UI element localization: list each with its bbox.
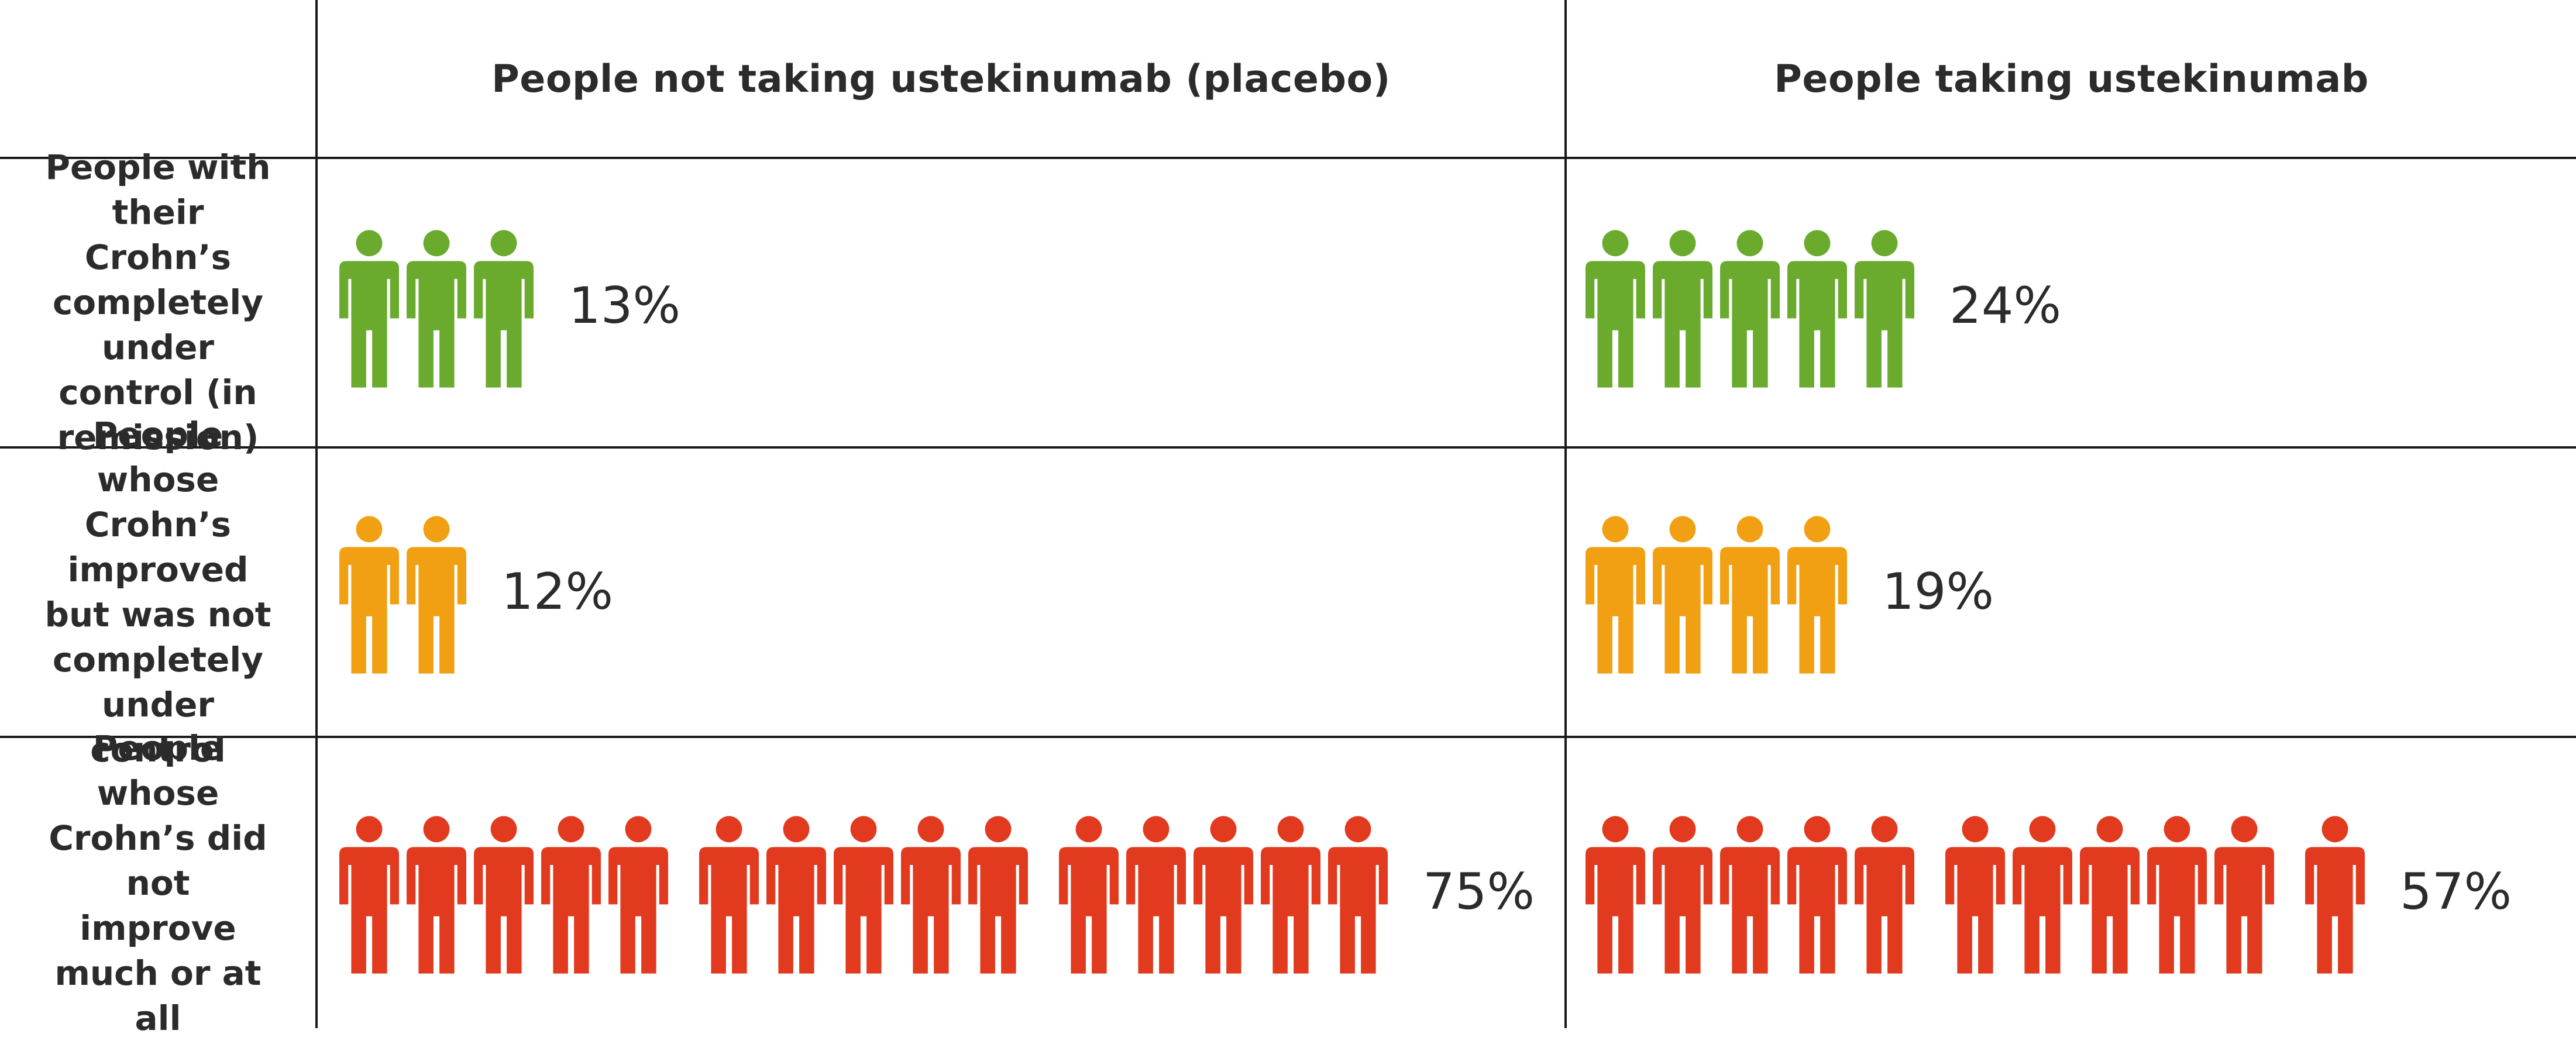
- person-icon: [339, 816, 399, 974]
- person-icon: [968, 816, 1028, 974]
- person-icon: [1586, 516, 1645, 674]
- person-icon: [407, 516, 466, 674]
- header-divider: [0, 157, 2576, 159]
- person-icon: [766, 816, 826, 974]
- column-header-ustekinumab: People taking ustekinumab: [1774, 57, 2369, 101]
- percent-label: 13%: [569, 277, 681, 335]
- person-icon: [1586, 816, 1645, 974]
- person-icon: [2080, 816, 2140, 974]
- percent-label: 57%: [2400, 863, 2512, 921]
- person-icon: [2147, 816, 2207, 974]
- person-icon: [1720, 516, 1780, 674]
- percent-label: 24%: [1949, 277, 2062, 335]
- person-icon: [1855, 230, 1914, 388]
- person-icon: [339, 230, 399, 388]
- person-icon: [1653, 816, 1712, 974]
- row-divider-2: [0, 736, 2576, 738]
- percent-label: 19%: [1882, 563, 1994, 621]
- person-icon: [1261, 816, 1320, 974]
- person-icon: [1720, 816, 1780, 974]
- row-divider-1: [0, 446, 2576, 449]
- person-icon: [1720, 230, 1780, 388]
- person-icon: [1855, 816, 1914, 974]
- person-icon: [1328, 816, 1388, 974]
- person-icon: [608, 816, 668, 974]
- person-icon: [1787, 230, 1847, 388]
- column-divider: [1564, 0, 1567, 1028]
- person-icon: [699, 816, 759, 974]
- row-label-not-improved: People whose Crohn’s did not improve muc…: [49, 728, 267, 1038]
- person-icon: [1787, 516, 1847, 674]
- row-label-improved: People whose Crohn’s improved but was no…: [44, 414, 271, 770]
- person-icon: [541, 816, 601, 974]
- percent-label: 12%: [501, 563, 614, 621]
- person-icon: [1194, 816, 1253, 974]
- person-icon: [2013, 816, 2072, 974]
- person-icon: [474, 816, 534, 974]
- person-icon: [2214, 816, 2274, 974]
- person-icon: [1653, 230, 1712, 388]
- person-icon: [1126, 816, 1186, 974]
- person-icon: [1787, 816, 1847, 974]
- person-icon: [339, 516, 399, 674]
- label-column-divider: [315, 0, 318, 1028]
- person-icon: [407, 230, 466, 388]
- person-icon: [1586, 230, 1645, 388]
- person-icon: [1059, 816, 1119, 974]
- person-icon: [2305, 816, 2365, 974]
- person-icon: [474, 230, 534, 388]
- row-label-remission: People with their Crohn’s completely und…: [45, 147, 271, 457]
- person-icon: [1653, 516, 1712, 674]
- person-icon: [834, 816, 893, 974]
- column-header-placebo: People not taking ustekinumab (placebo): [491, 57, 1391, 101]
- person-icon: [1945, 816, 2005, 974]
- person-icon: [407, 816, 466, 974]
- percent-label: 75%: [1423, 863, 1535, 921]
- person-icon: [901, 816, 961, 974]
